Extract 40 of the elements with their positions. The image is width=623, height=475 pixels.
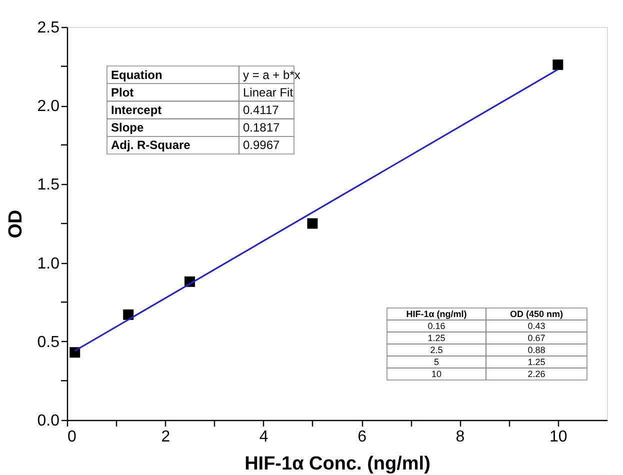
y-axis-title: OD xyxy=(5,210,26,238)
y-tick-label: 1.5 xyxy=(37,176,60,194)
x-tick-label: 10 xyxy=(550,428,568,446)
x-tick-label: 4 xyxy=(259,428,268,446)
annotation: Adj. R-Square xyxy=(111,138,191,152)
annotation: Linear Fit xyxy=(243,85,294,100)
x-tick-label: 2 xyxy=(161,428,170,446)
y-tick-label: 2.5 xyxy=(37,20,60,36)
annotation: 0.88 xyxy=(528,345,546,355)
x-tick-label: 0 xyxy=(68,428,76,446)
annotation: 0.9967 xyxy=(243,138,280,152)
annotation: y = a + b*x xyxy=(243,68,300,82)
annotation: 5 xyxy=(434,357,440,367)
point xyxy=(123,309,134,320)
annotation: 0.43 xyxy=(528,321,546,331)
y-tick-label: 0.5 xyxy=(37,334,60,351)
annotation: 2.5 xyxy=(430,345,443,355)
x-tick-label: 8 xyxy=(456,428,465,446)
annotation: Slope xyxy=(111,120,144,135)
annotation: 10 xyxy=(431,369,442,379)
annotation: 0.1817 xyxy=(243,120,280,135)
annotation: 2.26 xyxy=(528,369,546,379)
point xyxy=(70,347,80,358)
annotation: 1.25 xyxy=(428,333,446,343)
x-axis-title: HIF-1α Conc. (ng/ml) xyxy=(244,454,430,474)
annotation: Equation xyxy=(111,68,162,82)
annotation: 1.25 xyxy=(528,357,546,367)
annotation: 0.67 xyxy=(528,333,546,343)
x-tick-label: 6 xyxy=(358,428,367,446)
y-tick-label: 0.0 xyxy=(37,412,60,430)
y-tick-label: 1.0 xyxy=(37,255,60,272)
annotation: OD (450 nm) xyxy=(510,309,564,319)
point xyxy=(552,59,564,70)
y-tick-label: 2.0 xyxy=(37,98,60,116)
annotation: 0.4117 xyxy=(243,103,280,117)
annotation: Intercept xyxy=(111,103,162,117)
point xyxy=(307,218,318,229)
annotation: 0.16 xyxy=(428,321,446,331)
annotation: HIF-1α (ng/ml) xyxy=(406,309,467,319)
annotation: Plot xyxy=(111,85,134,100)
